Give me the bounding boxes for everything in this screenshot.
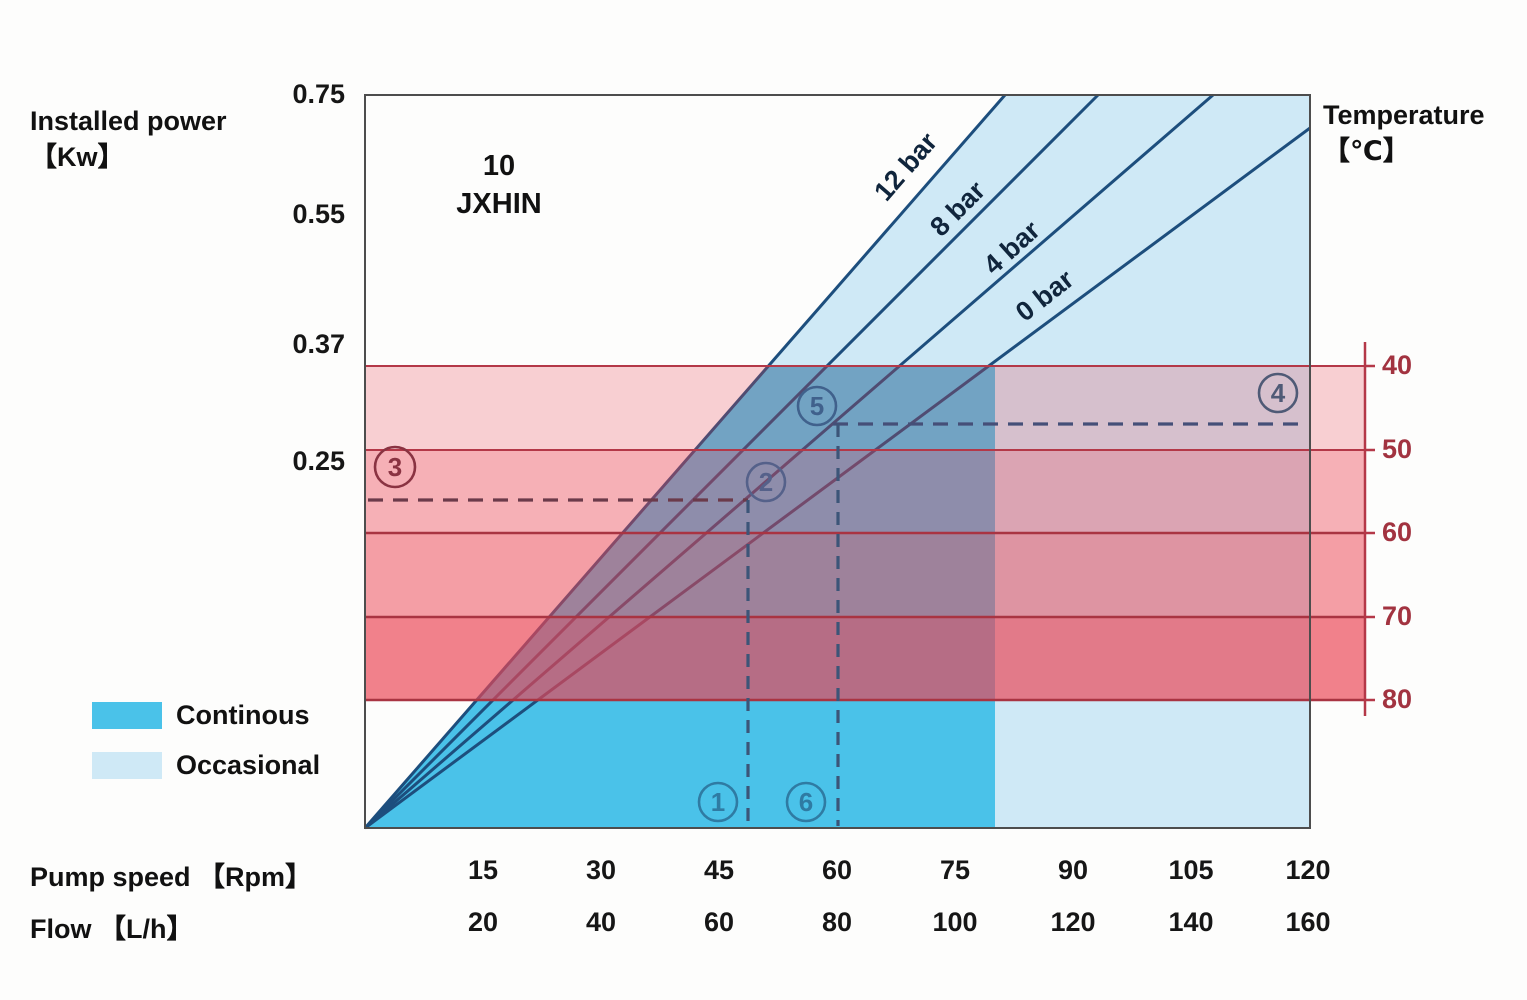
temp-axis-title: Temperature 【℃】 [1323, 98, 1485, 169]
pump-tick-120: 120 [1285, 855, 1331, 885]
curve-8bar [363, 93, 1100, 830]
continuous-label: Continous [176, 700, 310, 730]
chart-title-line2: JXHIN [456, 187, 542, 220]
marker-3: 3 [373, 445, 417, 489]
y-tick-0-55: 0.55 [292, 199, 345, 229]
svg-text:3: 3 [388, 452, 402, 482]
temp-axis-title-line2: 【℃】 [1323, 135, 1410, 166]
temp-band-60-70 [365, 533, 1365, 617]
y-axis-title: Installed power 【Kw】 [30, 104, 227, 175]
flow-tick-140: 140 [1168, 907, 1214, 937]
temp-tick-label-80: 80 [1382, 684, 1413, 714]
flow-tick-80: 80 [821, 907, 853, 937]
flow-tick-160: 160 [1285, 907, 1331, 937]
chart-title-line1: 10 [482, 150, 516, 182]
svg-text:2: 2 [759, 467, 773, 497]
pump-tick-60: 60 [821, 855, 853, 885]
occasional-swatch [92, 752, 162, 779]
svg-text:4: 4 [1271, 378, 1286, 408]
pump-tick-90: 90 [1057, 855, 1089, 885]
y-axis-title-line1: Installed power [30, 106, 227, 136]
y-tick-0-37: 0.37 [292, 329, 345, 359]
temp-tick-label-70: 70 [1382, 601, 1413, 631]
marker-4: 4 [1257, 372, 1299, 414]
temp-band-50-60 [365, 450, 1365, 533]
marker-5: 5 [796, 385, 838, 427]
flow-tick-60: 60 [703, 907, 735, 937]
occasional-label: Occasional [176, 750, 321, 780]
chart-title: 10 JXHIN [414, 148, 584, 223]
pump-tick-75: 75 [939, 855, 971, 885]
y-axis-title-line2: 【Kw】 [30, 141, 125, 172]
flow-axis-label: Flow 【L/h】 [30, 914, 194, 944]
marker-1: 1 [697, 781, 739, 823]
pump-tick-15: 15 [467, 855, 499, 885]
svg-text:5: 5 [810, 391, 824, 421]
marker-6: 6 [785, 781, 827, 823]
temp-band-70-80 [365, 617, 1365, 700]
curve-12bar [363, 94, 1007, 829]
temp-tick-label-50: 50 [1382, 434, 1413, 464]
y-tick-0-75: 0.75 [292, 79, 345, 109]
temp-tick-label-60: 60 [1382, 517, 1413, 547]
temp-tick-label-40: 40 [1382, 350, 1413, 380]
temp-band-40-50 [365, 366, 1365, 450]
pump-tick-30: 30 [585, 855, 617, 885]
y-tick-0-25: 0.25 [292, 446, 345, 476]
continuous-swatch [92, 702, 162, 729]
marker-2: 2 [745, 461, 787, 503]
curve-4bar [364, 93, 1214, 830]
flow-tick-20: 20 [467, 907, 499, 937]
pump-speed-axis-label: Pump speed 【Rpm】 [30, 862, 313, 892]
pump-tick-105: 105 [1168, 855, 1214, 885]
plot-border [364, 94, 1311, 829]
flow-tick-40: 40 [585, 907, 617, 937]
temp-axis-title-line1: Temperature [1323, 100, 1485, 130]
legend-item-occasional: Occasional [92, 750, 320, 781]
svg-text:1: 1 [711, 787, 725, 817]
svg-text:6: 6 [799, 787, 813, 817]
legend: Continous Occasional [92, 700, 320, 781]
legend-item-continuous: Continous [92, 700, 320, 731]
flow-tick-120: 120 [1050, 907, 1096, 937]
pump-tick-45: 45 [703, 855, 735, 885]
flow-tick-100: 100 [932, 907, 978, 937]
